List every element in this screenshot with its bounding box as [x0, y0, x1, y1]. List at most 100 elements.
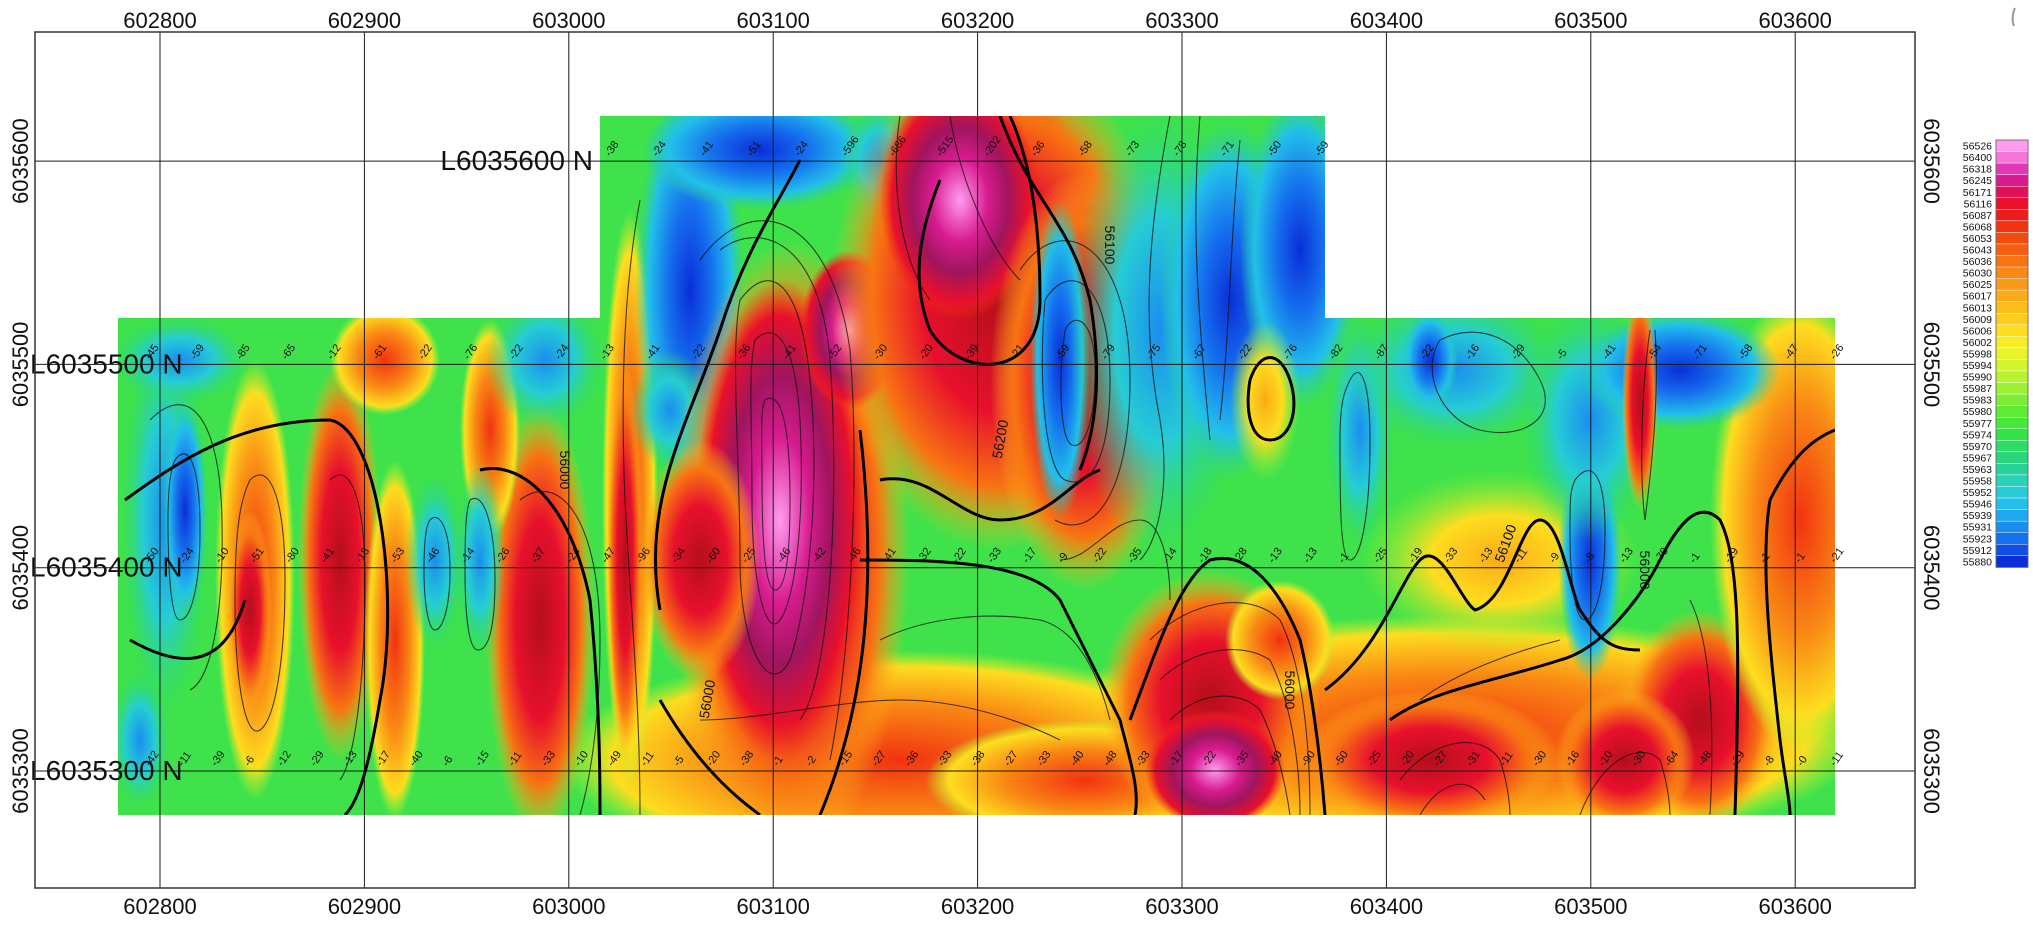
x-tick-label-bottom: 603400	[1350, 894, 1423, 919]
y-tick-label-left: 6035300	[8, 728, 33, 814]
legend-value-label: 55880	[1963, 556, 1992, 568]
x-tick-label-bottom: 603200	[941, 894, 1014, 919]
legend-value-label: 55912	[1963, 545, 1992, 557]
legend-swatch	[1995, 509, 2029, 522]
legend-swatch	[1995, 266, 2029, 279]
x-tick-label-bottom: 603100	[736, 894, 809, 919]
x-axis-top: 602800 602900 603000 603100 603200 603300 6034…	[123, 8, 1832, 33]
x-tick-label-top: 603100	[736, 8, 809, 33]
legend-value-label: 56030	[1963, 268, 1992, 280]
y-axis-right: 6035300 6035400 6035500 6035600	[1919, 118, 1944, 814]
y-tick-label-right: 6035300	[1919, 728, 1944, 814]
magnetic-grid-raster	[118, 116, 1835, 815]
legend-value-label: 55967	[1963, 452, 1992, 464]
legend-value-label: 56036	[1963, 256, 1992, 268]
y-tick-label-left: 6035400	[8, 525, 33, 611]
survey-line-label: L6035500 N	[30, 348, 183, 379]
legend-swatch	[1995, 405, 2029, 418]
legend-swatch	[1995, 520, 2029, 533]
legend-swatch	[1995, 255, 2029, 268]
legend-swatch	[1995, 532, 2029, 545]
x-tick-label-bottom: 603300	[1145, 894, 1218, 919]
station-labels: -45 -59 -85 -65 -12 -61 -22 -76 -22 -24 -13 -41 -22-…	[143, 134, 1847, 769]
legend-value-label: 56006	[1963, 325, 1992, 337]
legend-swatch	[1995, 232, 2029, 245]
map-frame	[34, 31, 1916, 889]
survey-line-labels: L6035300 N L6035400 N L6035500 N L6035600 N	[30, 145, 593, 786]
legend-swatch	[1995, 209, 2029, 222]
x-tick-label-top: 603600	[1758, 8, 1831, 33]
legend-swatch	[1995, 555, 2029, 568]
legend-swatch	[1995, 463, 2029, 476]
x-tick-label-top: 602800	[123, 8, 196, 33]
legend-value-label: 55952	[1963, 487, 1992, 499]
contour-value-label: 56100	[1102, 226, 1118, 265]
x-tick-label-top: 602900	[328, 8, 401, 33]
legend-swatch	[1995, 151, 2029, 164]
x-tick-label-bottom: 602900	[328, 894, 401, 919]
legend-value-label: 56002	[1963, 337, 1992, 349]
legend-swatch	[1995, 162, 2029, 175]
legend-swatch	[1995, 220, 2029, 233]
x-tick-label-bottom: 602800	[123, 894, 196, 919]
survey-line-label: L6035300 N	[30, 755, 183, 786]
legend-value-label: 56053	[1963, 233, 1992, 245]
legend-value-label: 56171	[1963, 187, 1992, 199]
legend-swatch	[1995, 278, 2029, 291]
contour-value-label: 56000	[696, 678, 719, 719]
legend-swatch	[1995, 370, 2029, 383]
legend-swatch	[1995, 544, 2029, 557]
legend-swatch	[1995, 486, 2029, 499]
legend-swatch	[1995, 440, 2029, 453]
contour-value-label: 56200	[989, 418, 1012, 459]
legend-value-label: 55958	[1963, 476, 1992, 488]
legend-value-label: 55939	[1963, 510, 1992, 522]
legend-swatch	[1995, 451, 2029, 464]
legend-swatch	[1995, 301, 2029, 314]
legend-value-label: 55963	[1963, 464, 1992, 476]
x-tick-label-bottom: 603000	[532, 894, 605, 919]
legend-value-label: 56025	[1963, 279, 1992, 291]
x-tick-label-top: 603300	[1145, 8, 1218, 33]
legend-swatch	[1995, 324, 2029, 337]
legend-value-label: 56245	[1963, 175, 1992, 187]
y-tick-label-right: 6035500	[1919, 322, 1944, 408]
legend-value-label: 55931	[1963, 522, 1992, 534]
x-tick-label-bottom: 603600	[1758, 894, 1831, 919]
y-tick-label-left: 6035500	[8, 322, 33, 408]
legend-value-label: 56068	[1963, 221, 1992, 233]
y-axis-left: 6035300 6035400 6035500 6035600	[8, 118, 33, 814]
legend-swatch	[1995, 174, 2029, 187]
y-tick-label-left: 6035600	[8, 118, 33, 204]
legend-swatch	[1995, 347, 2029, 360]
x-tick-label-top: 603200	[941, 8, 1014, 33]
legend-value-label: 56400	[1963, 152, 1992, 164]
x-tick-label-top: 603400	[1350, 8, 1423, 33]
color-scale-legend: 5652656400563185624556171561165608756068…	[1963, 139, 2029, 568]
legend-swatch	[1995, 336, 2029, 349]
legend-value-label: 56009	[1963, 314, 1992, 326]
x-tick-label-bottom: 603500	[1554, 894, 1627, 919]
legend-swatch	[1995, 243, 2029, 256]
legend-value-label: 55980	[1963, 406, 1992, 418]
legend-value-label: 55987	[1963, 383, 1992, 395]
survey-line-label: L6035400 N	[30, 552, 183, 583]
contour-value-label: 56000	[557, 451, 573, 490]
y-tick-label-right: 6035600	[1919, 118, 1944, 204]
legend-value-label: 55974	[1963, 429, 1992, 441]
legend-swatch	[1995, 313, 2029, 326]
edge-mark	[2011, 7, 2016, 27]
legend-border	[1995, 139, 2029, 568]
x-axis-bottom: 602800 602900 603000 603100 603200 603300 6034…	[123, 894, 1832, 919]
legend-swatch	[1995, 497, 2029, 510]
legend-value-label: 55990	[1963, 372, 1992, 384]
legend-swatch	[1995, 197, 2029, 210]
legend-value-label: 56013	[1963, 302, 1992, 314]
legend-swatch	[1995, 185, 2029, 198]
legend-value-label: 56017	[1963, 291, 1992, 303]
coordinate-grid	[35, 32, 1915, 888]
survey-line-label: L6035600 N	[440, 145, 593, 176]
x-tick-label-top: 603000	[532, 8, 605, 33]
legend-swatch	[1995, 474, 2029, 487]
